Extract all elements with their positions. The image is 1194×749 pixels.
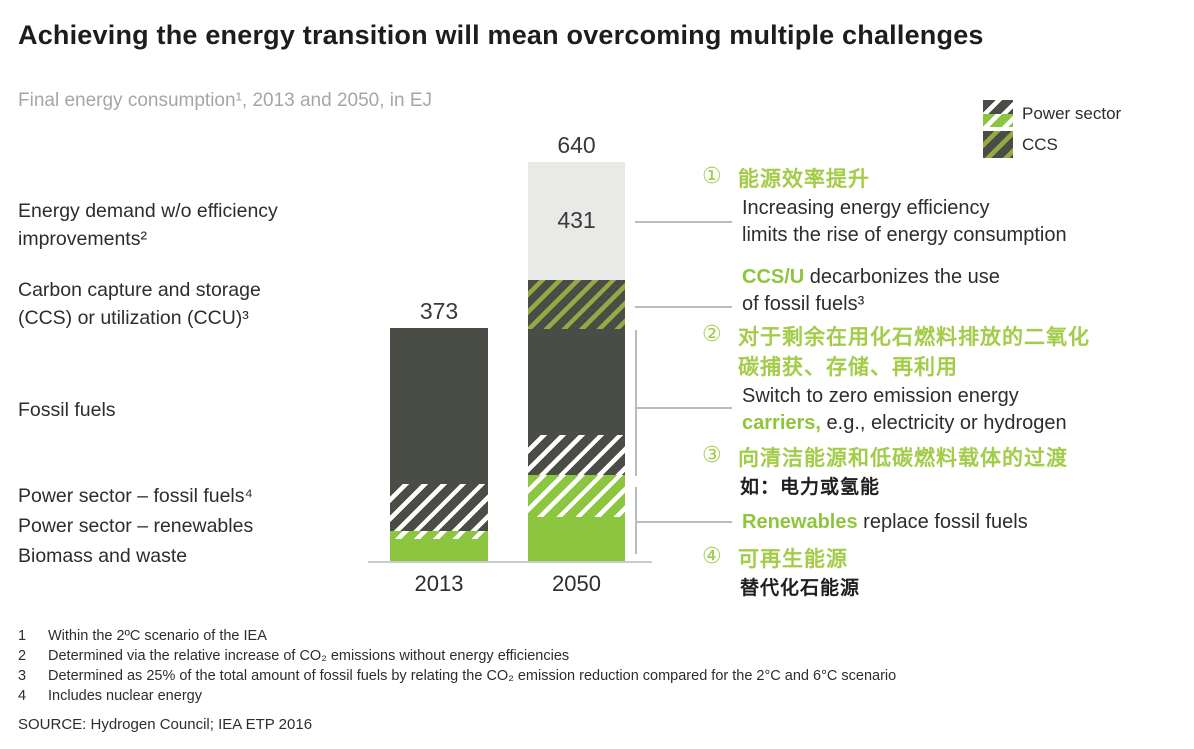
page-title: Achieving the energy transition will mea… [18,20,984,50]
bar-segment-2050-dark-green-hatch [528,280,625,329]
annotation-cn-switch-sub: 如：电力或氢能 [740,477,881,498]
bar-segment-2050-dark-white-hatch [528,435,625,476]
footnote-1: 1 Within the 2ºC scenario of the IEA [18,628,267,644]
legend: Power sector CCS [983,100,1121,158]
annotation-cn-renewables-sub: 替代化石能源 [740,578,861,599]
x-axis-label-2050: 2050 [552,571,601,596]
power-renewables-pattern [983,113,1013,127]
circled-number-1-icon: ① [702,163,722,188]
category-label-fossil-fuels: Fossil fuels [18,399,116,421]
annotation-en-renewables: Renewables replace fossil fuels [742,511,1028,533]
annotation-en-efficiency-green: Increasing energy efficiency [742,197,990,219]
category-label-power-renewables: Power sector – renewables [18,515,254,537]
annotation-cn-renewables: 可再生能源 [738,548,848,571]
connector-renewables [635,521,732,523]
legend-item-power-sector: Power sector [983,100,1121,127]
bar-segment-2013-dark-white-hatch [390,484,488,531]
bar-segment-2050-solid-dark [528,328,625,436]
circled-number-2-icon: ② [702,321,722,346]
connector-switch [635,407,732,409]
category-label-power-fossil: Power sector – fossil fuels⁴ [18,485,253,507]
bar-segment-2050-green-white-hatch [528,475,625,517]
x-axis-label-2013: 2013 [414,571,464,596]
connector-ccs [635,306,732,308]
bar-segment-2013-solid-dark [390,327,488,485]
source-line: SOURCE: Hydrogen Council; IEA ETP 2016 [18,716,313,733]
power-fossil-pattern [983,100,1013,114]
legend-item-ccs: CCS [983,131,1121,158]
annotation-en-efficiency-dark: limits the rise of energy consumption [742,224,1067,246]
connector-efficiency [635,221,732,223]
bar-segment-2013-green-white-hatch [390,531,488,540]
footnote-2: 2 Determined via the relative increase of… [18,648,570,664]
bracket-renewables-vertical [635,487,637,554]
annotation-renewables-green: Renewables [742,511,858,533]
annotation-cn-ccs-line2: 碳捕获、存储、再利用 [738,356,958,379]
legend-label-power-sector: Power sector [1022,103,1122,123]
bar-segment-2050-light-gray [528,161,625,281]
footnote-4: 4 Includes nuclear energy [18,688,202,704]
annotation-ccsu-green: CCS/U [742,266,805,288]
category-label-ccs-ccu: Carbon capture and storage (CCS) or util… [18,279,261,329]
bar-total-label-2050: 640 [557,131,596,158]
bracket-switch-vertical [635,330,637,476]
category-label-biomass: Biomass and waste [18,545,188,567]
annotation-cn-efficiency: 能源效率提升 [738,168,870,191]
annotation-en-switch-line1: Switch to zero emission energy [742,385,1019,407]
circled-number-4-icon: ④ [702,543,722,568]
annotation-en-switch-line2: carriers, e.g., electricity or hydrogen [742,412,1067,434]
circled-number-3-icon: ③ [702,442,722,467]
x-axis-line [368,561,652,563]
chart-subtitle: Final energy consumption¹, 2013 and 2050… [18,90,433,111]
bar-segment-2050-solid-green [528,516,625,561]
bar-segment-2013-solid-green [390,539,488,561]
footnote-3: 3 Determined as 25% of the total amount o… [18,668,897,684]
category-label-energy-demand: Energy demand w/o efficiency improvement… [18,200,278,250]
annotation-carriers-green: carriers, [742,412,821,434]
annotation-en-ccs-line1: CCS/U decarbonizes the use [742,266,1000,288]
annotation-en-ccs-line2: of fossil fuels³ [742,293,865,315]
bar-inner-label-2050: 431 [557,207,596,233]
annotation-cn-switch: 向清洁能源和低碳燃料载体的过渡 [738,447,1068,470]
bar-total-label-2013: 373 [419,297,459,324]
annotation-cn-ccs-line1: 对于剩余在用化石燃料排放的二氧化 [738,326,1090,349]
ccs-swatch-icon [983,131,1013,158]
legend-label-ccs: CCS [1022,134,1058,154]
power-sector-swatch-icon [983,100,1013,127]
